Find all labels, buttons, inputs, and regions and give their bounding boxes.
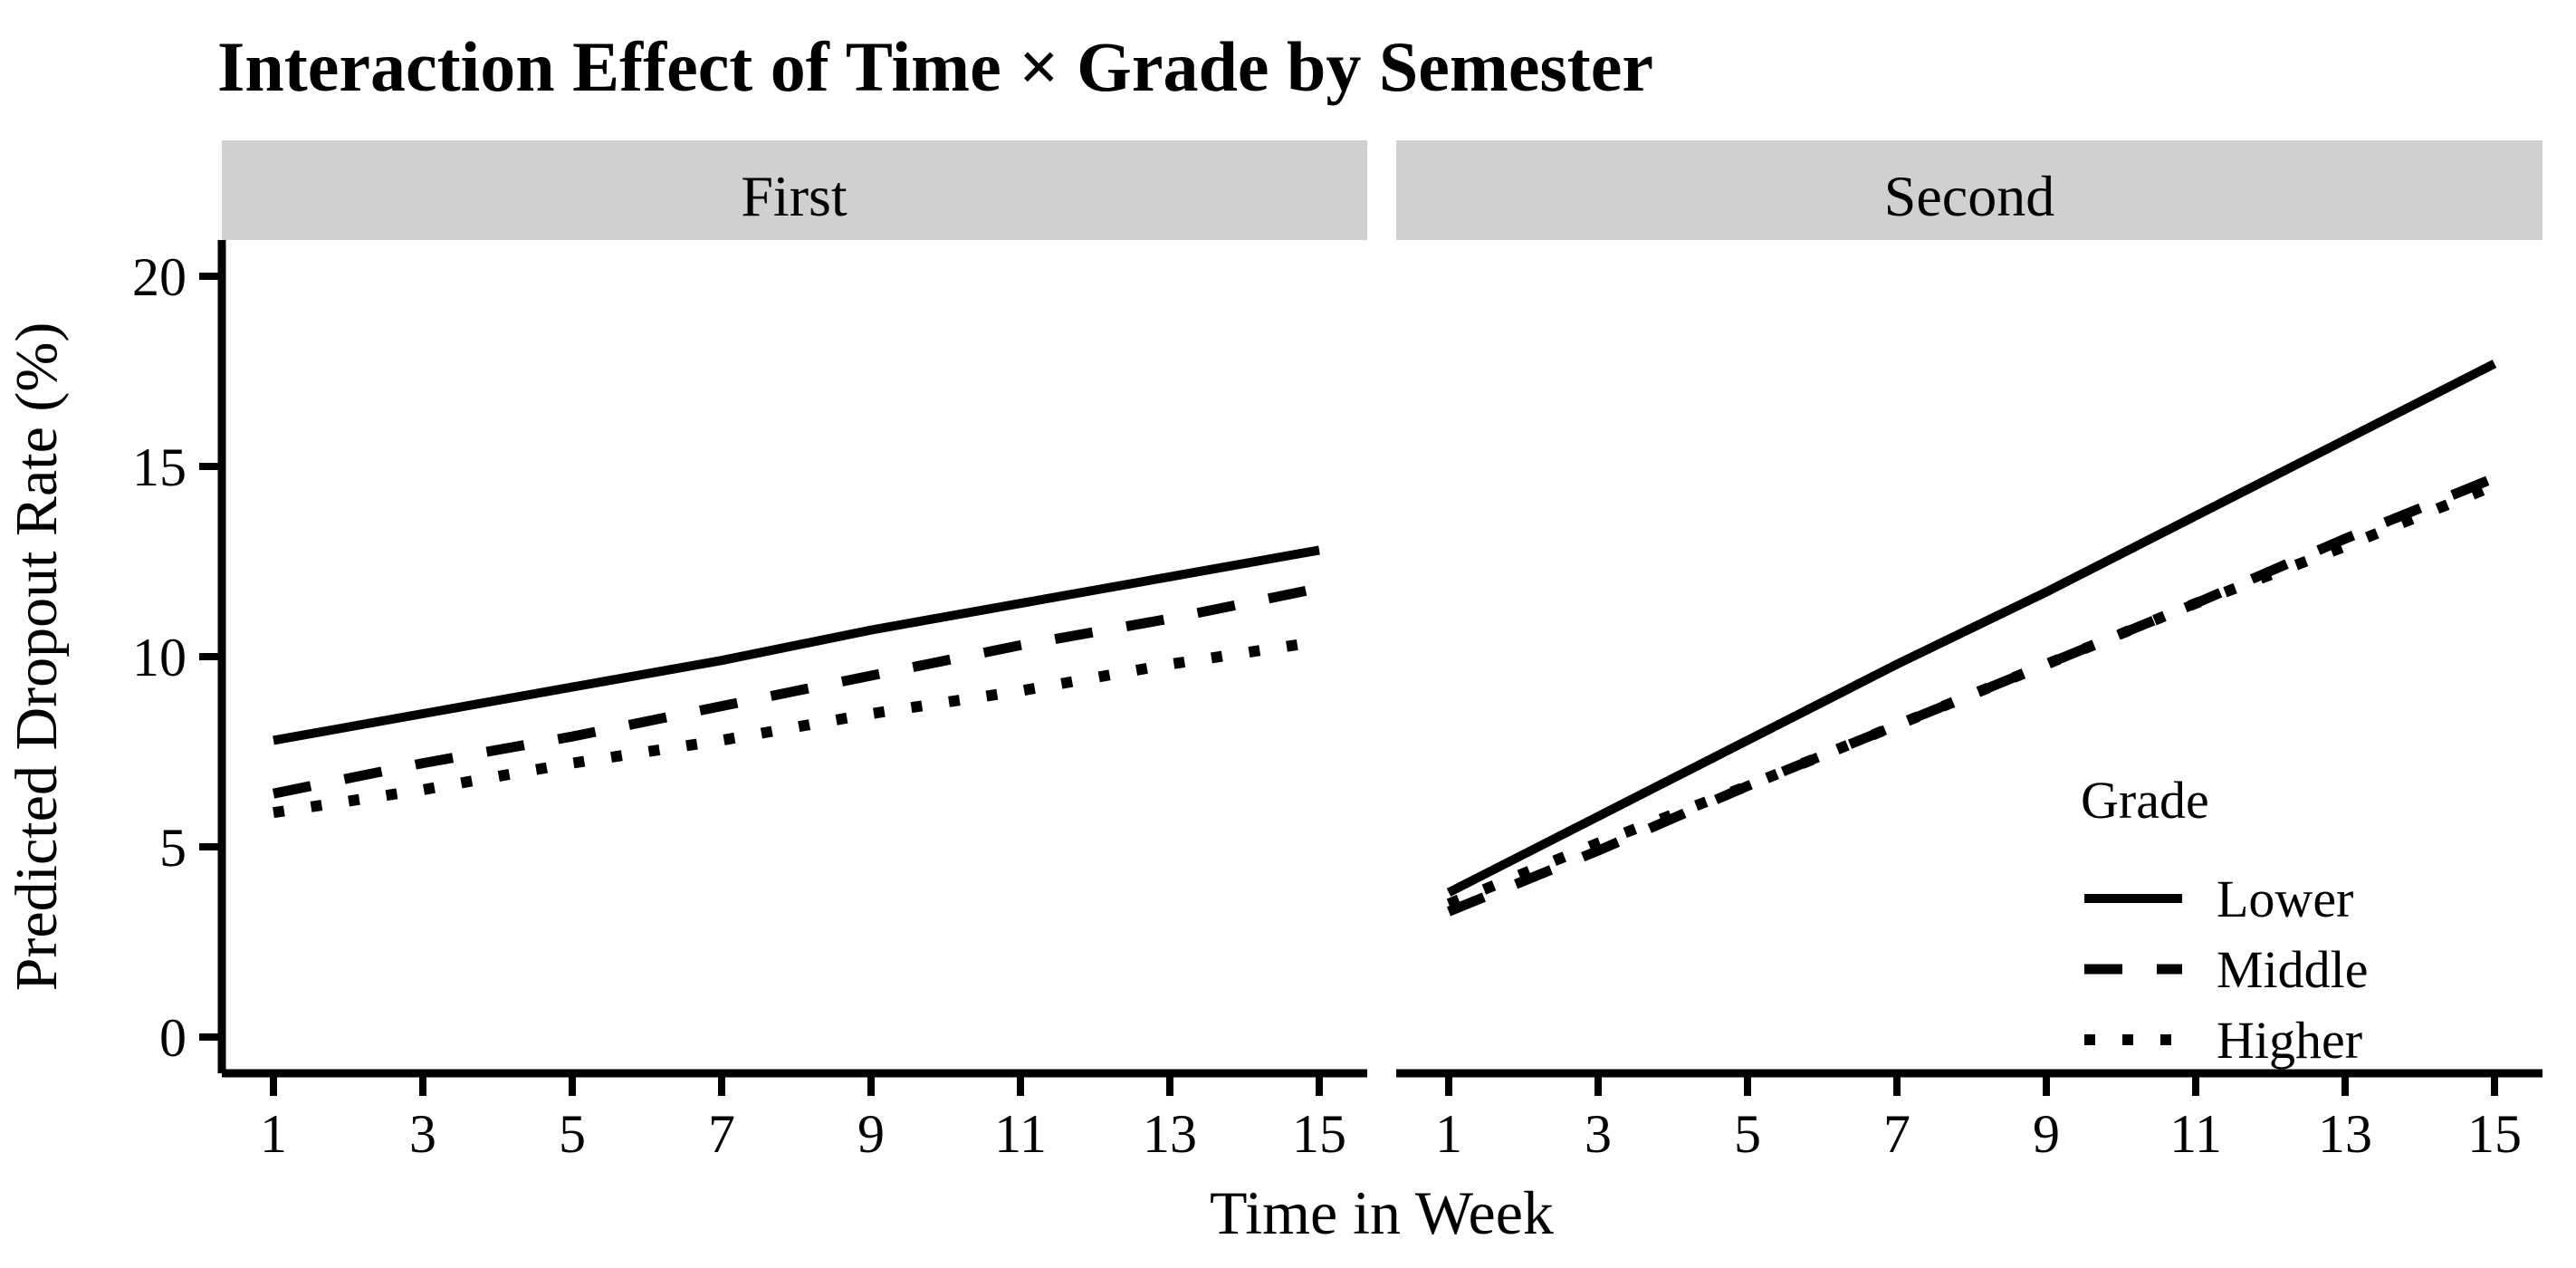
x-tick-label-second-11: 11 [2169,1104,2222,1164]
series-line-first-lower [273,545,1320,745]
legend-keys-layer [2084,894,2182,1045]
legend: Grade Lower Middle Higher [2081,771,2369,1070]
x-tick-label-first-7: 7 [708,1104,735,1164]
y-tick-label-15: 15 [132,437,187,497]
y-tick-label-5: 5 [159,818,187,878]
legend-label-higher: Higher [2217,1011,2362,1070]
series-line-second-middle [1446,473,2497,917]
x-tick-label-second-7: 7 [1883,1104,1910,1164]
x-tick-label-second-13: 13 [2318,1104,2372,1164]
x-tick-label-first-5: 5 [559,1104,586,1164]
x-tick-label-first-3: 3 [409,1104,436,1164]
legend-label-middle: Middle [2217,940,2369,999]
x-tick-label-second-9: 9 [2033,1104,2060,1164]
y-tick-label-10: 10 [132,628,187,687]
facet-strip-first [222,140,1367,240]
facet-strip-label-second: Second [1884,164,2054,228]
x-tick-label-first-13: 13 [1143,1104,1197,1164]
x-tick-label-first-15: 15 [1292,1104,1346,1164]
legend-label-lower: Lower [2217,869,2353,928]
series-layer [272,360,2497,917]
y-axis-title: Predicted Dropout Rate (%) [4,322,70,992]
x-tick-label-first-1: 1 [260,1104,287,1164]
x-tick-label-second-3: 3 [1585,1104,1612,1164]
legend-title: Grade [2081,771,2209,830]
y-tick-label-0: 0 [159,1008,187,1068]
x-tick-label-second-1: 1 [1435,1104,1462,1164]
x-axis-title: Time in Week [1210,1178,1554,1247]
facet-strip-label-first: First [741,164,847,228]
series-line-first-higher [273,636,1320,819]
series-line-second-higher [1446,480,2497,909]
series-line-second-lower [1446,360,2497,897]
x-tick-label-second-15: 15 [2467,1104,2522,1164]
x-tick-label-first-9: 9 [857,1104,885,1164]
x-tick-label-second-5: 5 [1734,1104,1761,1164]
chart-title: Interaction Effect of Time × Grade by Se… [217,27,1653,106]
x-tick-label-first-11: 11 [994,1104,1047,1164]
facet-strip-second [1396,140,2542,240]
y-tick-label-20: 20 [132,247,187,307]
facet-strips: First Second [222,140,2542,240]
series-line-first-middle [272,583,1321,799]
